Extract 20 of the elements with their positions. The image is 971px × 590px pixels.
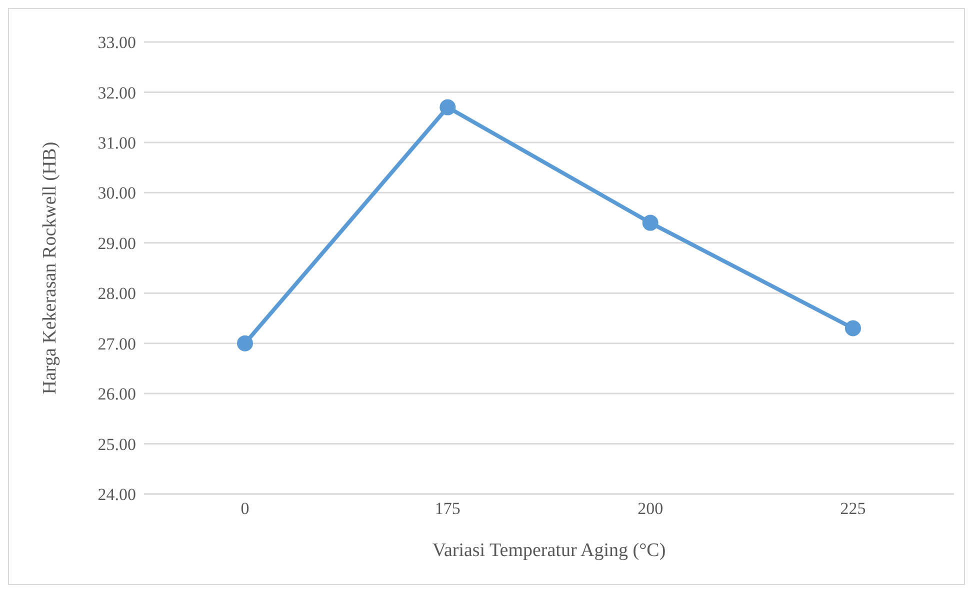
- y-tick-label: 32.00: [98, 83, 136, 102]
- y-tick-label: 26.00: [98, 384, 136, 404]
- point: [440, 99, 456, 116]
- x-tick-label: 225: [840, 499, 866, 518]
- x-tick-label: 175: [434, 499, 460, 518]
- y-tick-label: 25.00: [98, 434, 136, 454]
- y-tick-label: 33.00: [98, 33, 136, 52]
- x-axis-title: Variasi Temperatur Aging (°C): [432, 540, 666, 561]
- y-tick-label: 28.00: [98, 284, 136, 304]
- y-tick-label: 29.00: [98, 234, 136, 253]
- y-tick-label: 31.00: [98, 133, 136, 152]
- point: [642, 214, 658, 231]
- point: [237, 335, 253, 352]
- x-tick-label: 200: [638, 499, 664, 518]
- y-tick-label: 24.00: [98, 485, 136, 504]
- y-tick-label: 30.00: [98, 184, 136, 203]
- x-tick-label: 0: [240, 499, 250, 518]
- point: [845, 320, 861, 336]
- y-tick-label: 27.00: [98, 334, 136, 354]
- y-axis-title: Harga Kekerasan Rockwell (HB): [40, 142, 61, 394]
